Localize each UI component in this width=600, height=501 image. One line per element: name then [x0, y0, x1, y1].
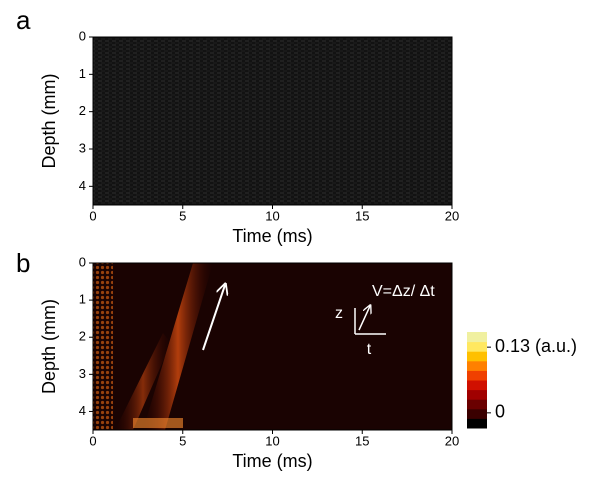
colorbar-swatch: [467, 360, 487, 371]
y-tick-label: 3: [79, 366, 86, 381]
y-tick-label: 0: [79, 254, 86, 269]
colorbar-swatch: [467, 351, 487, 362]
y-tick-label: 1: [79, 66, 86, 81]
x-tick-label: 15: [355, 208, 369, 223]
x-tick-label: 10: [265, 208, 279, 223]
y-tick-label: 4: [79, 403, 86, 418]
y-tick-label: 1: [79, 292, 86, 307]
y-tick-label: 2: [79, 329, 86, 344]
colorbar-swatch: [467, 370, 487, 381]
x-tick-label: 20: [445, 433, 459, 448]
y-tick-label: 2: [79, 103, 86, 118]
y-tick-label: 0: [79, 28, 86, 43]
heatmap-streak: [115, 333, 171, 430]
x-tick-label: 5: [179, 208, 186, 223]
y-axis-label: Depth (mm): [39, 73, 59, 168]
y-axis-label: Depth (mm): [39, 299, 59, 394]
colorbar-swatch: [467, 408, 487, 419]
heatmap-texture: [93, 263, 113, 430]
x-tick-label: 0: [89, 433, 96, 448]
x-tick-label: 15: [355, 433, 369, 448]
y-tick-label: 4: [79, 178, 86, 193]
heatmap-texture: [93, 37, 452, 205]
colorbar-swatch: [467, 332, 487, 343]
x-tick-label: 5: [179, 433, 186, 448]
x-axis-label: Time (ms): [232, 226, 312, 246]
colorbar-swatch: [467, 418, 487, 429]
colorbar-swatch: [467, 341, 487, 352]
heatmap-streak: [143, 263, 213, 430]
colorbar-tick-label: 0: [495, 402, 505, 422]
colorbar-swatch: [467, 399, 487, 410]
x-axis-label: Time (ms): [232, 451, 312, 471]
slope-arrow: [358, 306, 370, 331]
annotation: z: [335, 305, 343, 322]
colorbar-swatch: [467, 389, 487, 400]
annotation: t: [367, 341, 372, 358]
panel-letter: a: [16, 5, 31, 35]
panel-letter: b: [16, 248, 30, 278]
x-tick-label: 0: [89, 208, 96, 223]
velocity-arrow: [202, 285, 225, 351]
y-tick-label: 3: [79, 140, 86, 155]
x-tick-label: 20: [445, 208, 459, 223]
heatmap-streak: [133, 418, 183, 428]
colorbar-tick-label: 0.13 (a.u.): [495, 336, 577, 356]
colorbar-swatch: [467, 380, 487, 391]
annotation: V=Δz/ Δt: [372, 283, 435, 300]
x-tick-label: 10: [265, 433, 279, 448]
